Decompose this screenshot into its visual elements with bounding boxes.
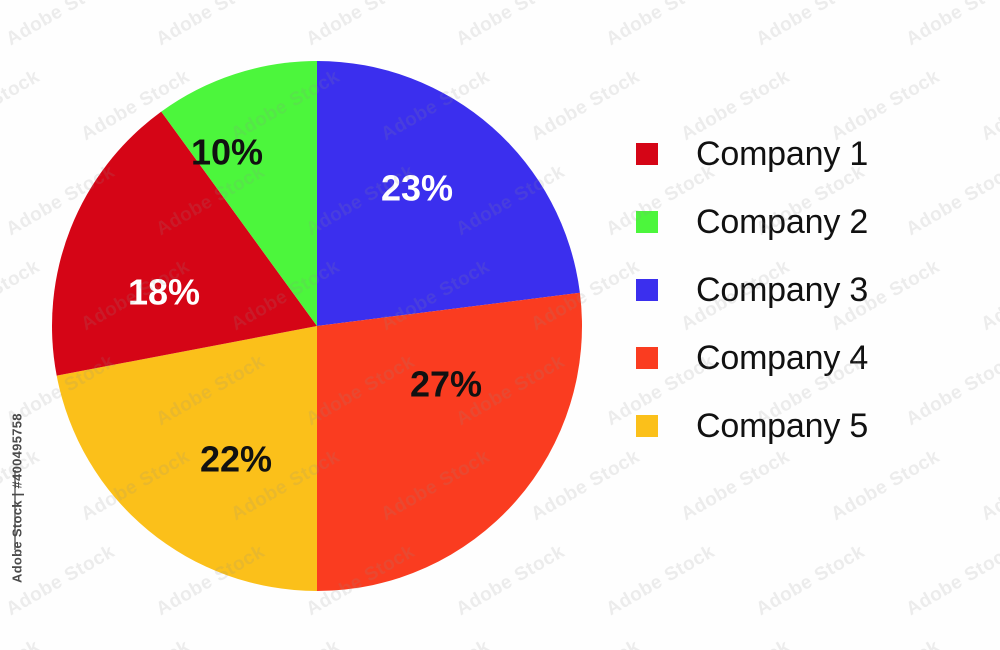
pie-slice-label: 23% <box>381 168 453 209</box>
pie-slice[interactable] <box>317 61 580 326</box>
legend-item-label: Company 4 <box>696 338 869 377</box>
pie-slice[interactable] <box>56 326 317 591</box>
pie-slice-label: 10% <box>191 132 263 173</box>
watermark-tile: Adobe Stock <box>678 636 794 650</box>
pie-slice[interactable] <box>317 292 582 591</box>
legend-swatch-icon <box>636 211 658 233</box>
watermark-divider-bar <box>14 470 16 550</box>
pie-chart: 23% 27% 22% 18% 10% <box>51 61 582 591</box>
legend-item[interactable]: Company 4 <box>636 324 976 392</box>
legend-swatch-icon <box>636 143 658 165</box>
legend-swatch-icon <box>636 415 658 437</box>
legend-item-label: Company 2 <box>696 202 869 241</box>
chart-legend: Company 1 Company 2 Company 3 Company 4 Comp… <box>636 120 976 460</box>
legend-item[interactable]: Company 5 <box>636 392 976 460</box>
watermark-tile: Adobe Stock <box>977 66 1000 146</box>
watermark-id-text: Adobe Stock | #400495758 <box>9 413 25 583</box>
watermark-tile: Adobe Stock <box>752 541 869 621</box>
watermark-tile: Adobe Stock <box>828 636 944 650</box>
watermark-tile: Adobe Stock <box>902 0 1000 51</box>
pie-label-group: 23% 27% 22% 18% 10% <box>128 132 482 480</box>
pie-slice[interactable] <box>161 61 317 326</box>
pie-slice-group <box>51 61 582 591</box>
pie-slice-label: 22% <box>200 439 272 480</box>
watermark-tile: Adobe Stock <box>978 636 1000 650</box>
watermark-tile: Adobe Stock <box>902 541 1000 621</box>
pie-slice-label: 27% <box>410 364 482 405</box>
legend-item-label: Company 1 <box>696 134 869 173</box>
watermark-tile: Adobe Stock <box>977 256 1000 336</box>
legend-item-label: Company 5 <box>696 406 869 445</box>
pie-slice[interactable] <box>51 111 317 376</box>
legend-swatch-icon <box>636 347 658 369</box>
watermark-tile: Adobe Stock <box>977 446 1000 526</box>
legend-swatch-icon <box>636 279 658 301</box>
legend-item-label: Company 3 <box>696 270 869 309</box>
watermark-tile: Adobe Stock <box>602 541 719 621</box>
watermark-tile: Adobe Stock <box>752 0 869 51</box>
legend-item[interactable]: Company 1 <box>636 120 976 188</box>
watermark-tile: Adobe Stock <box>602 0 719 51</box>
legend-item[interactable]: Company 3 <box>636 256 976 324</box>
legend-item[interactable]: Company 2 <box>636 188 976 256</box>
watermark-sidebar: Adobe Stock | #400495758 <box>2 0 32 650</box>
pie-slice-label: 18% <box>128 272 200 313</box>
pie-chart-svg: 23% 27% 22% 18% 10% <box>51 61 582 591</box>
